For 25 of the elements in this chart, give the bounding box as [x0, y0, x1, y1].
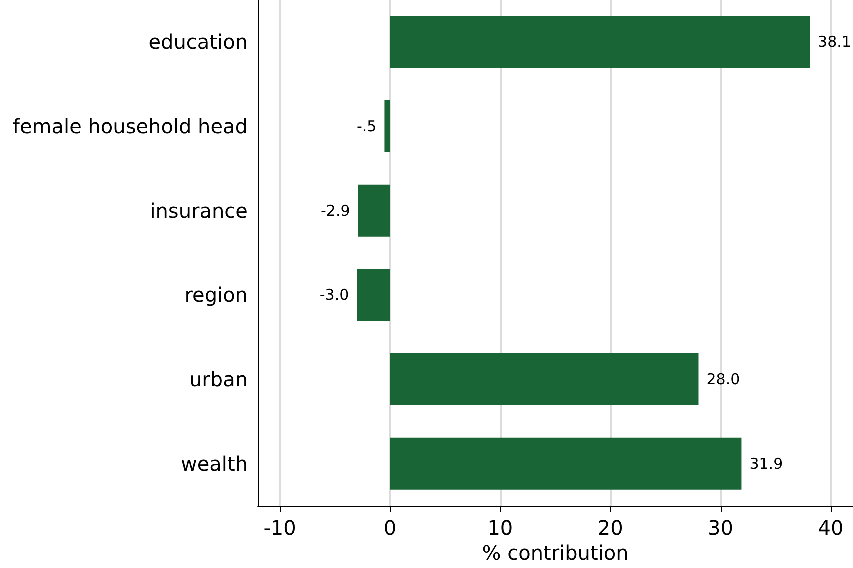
- data-label: -2.9: [320, 202, 350, 220]
- x-tick-label: 0: [384, 516, 397, 540]
- data-label: -.5: [356, 118, 377, 136]
- x-tick-label: -10: [264, 516, 296, 540]
- x-axis-title: % contribution: [482, 541, 629, 565]
- bar: [357, 269, 390, 322]
- bar: [358, 184, 390, 237]
- bar: [390, 354, 699, 406]
- data-label: 28.0: [706, 370, 740, 388]
- bar: [384, 100, 390, 152]
- bar: [390, 16, 810, 68]
- data-label: -3.0: [320, 286, 350, 304]
- x-tick-label: 10: [488, 516, 514, 540]
- x-tick-label: 40: [818, 516, 844, 540]
- bar: [390, 438, 742, 490]
- y-tick-label: wealth: [181, 452, 248, 476]
- y-tick-label: urban: [189, 368, 248, 392]
- y-tick-label: female household head: [12, 114, 248, 138]
- y-tick-label: education: [148, 30, 248, 54]
- data-label: 38.1: [818, 33, 852, 52]
- x-tick-label: 30: [708, 516, 734, 540]
- y-tick-label: region: [184, 283, 248, 308]
- x-tick-label: 20: [598, 516, 624, 540]
- data-label: 31.9: [750, 454, 784, 473]
- y-tick-label: insurance: [150, 198, 248, 223]
